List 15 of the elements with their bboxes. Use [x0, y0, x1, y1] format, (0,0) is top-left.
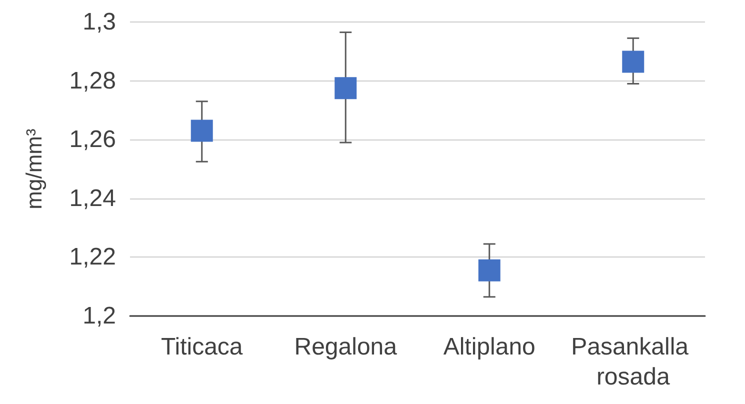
y-tick-label: 1,28	[69, 67, 116, 94]
y-tick-label: 1,26	[69, 126, 116, 154]
x-tick-label: Pasankalla rosada	[571, 334, 696, 390]
y-tick-label: 1,2	[82, 302, 116, 330]
point	[190, 120, 213, 142]
y-tick-label: 1,22	[69, 244, 116, 271]
y-tick-label: 1,3	[82, 8, 116, 36]
y-tick-label: 1,24	[69, 184, 116, 212]
point	[478, 259, 500, 282]
x-tick-label: Altiplano	[443, 334, 536, 360]
x-tick-label: Titicaca	[160, 334, 244, 360]
point	[622, 50, 644, 73]
y-axis-title: mg/mm³	[22, 128, 46, 210]
x-tick-label: Regalona	[294, 334, 398, 360]
point	[334, 77, 357, 100]
